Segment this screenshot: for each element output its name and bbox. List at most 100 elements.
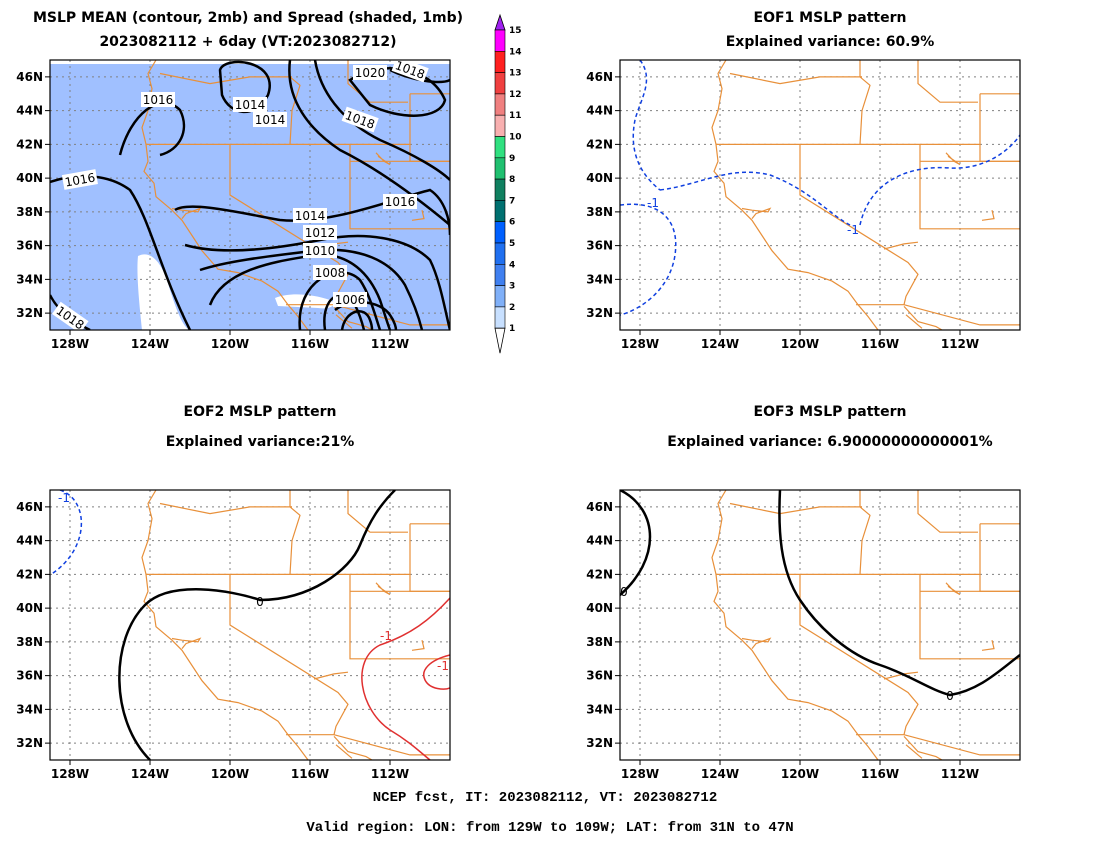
colorbar-segment xyxy=(494,306,506,329)
map-frame-eof3 xyxy=(619,489,1021,761)
state-border-eof2 xyxy=(411,640,425,651)
lon-tick-label-eof2: 128W xyxy=(51,767,89,781)
colorbar-segment xyxy=(494,242,506,265)
contour-label-1016: 1016 xyxy=(383,194,417,209)
lon-tick-label-eof3: 116W xyxy=(861,767,899,781)
eof3-contour-zero xyxy=(620,490,652,596)
colorbar-segment xyxy=(494,136,506,159)
state-border-eof1 xyxy=(859,60,871,145)
state-border-eof1 xyxy=(917,60,978,103)
lat-tick-label-eof1: 34N xyxy=(586,272,613,286)
lat-tick-label-mean: 42N xyxy=(16,137,43,151)
lat-tick-label-eof1: 42N xyxy=(586,137,613,151)
state-border-eof2 xyxy=(313,671,349,680)
contour-label-1016: 1016 xyxy=(61,169,98,190)
contour-label-bg xyxy=(52,301,89,330)
colorbar-label: 2 xyxy=(509,303,515,313)
state-border-eof2 xyxy=(289,490,301,575)
lat-tick-label-eof3: 40N xyxy=(586,601,613,615)
lat-tick-label-eof1: 40N xyxy=(586,171,613,185)
sf-bay-eof1 xyxy=(741,207,772,219)
gulf-coast-eof1 xyxy=(905,314,923,329)
contour-label-bg xyxy=(383,194,417,209)
lat-tick-label-eof3: 34N xyxy=(586,702,613,716)
contour-label-text: 1016 xyxy=(64,170,97,189)
contour-label-text: 1006 xyxy=(335,293,366,307)
lon-tick-label-mean: 128W xyxy=(51,337,89,351)
coastline-eof3 xyxy=(711,490,879,760)
contour-label-bg xyxy=(341,106,379,133)
contour-label-bg xyxy=(303,225,337,240)
sf-bay-eof2 xyxy=(171,637,202,649)
map-frame-eof1 xyxy=(619,59,1021,331)
eof1-label: -1 xyxy=(647,196,659,210)
isobar xyxy=(118,101,186,157)
contour-label-bg xyxy=(391,60,429,83)
colorbar: 15 14 13 12 11 10 9 8 7 6 5 4 3 2 1 xyxy=(494,13,522,354)
lon-tick-label-mean: 120W xyxy=(211,337,249,351)
colorbar-label: 14 xyxy=(509,47,522,57)
lon-tick-label-mean: 112W xyxy=(371,337,409,351)
lon-tick-label-mean: 116W xyxy=(291,337,329,351)
panel-mean-title: MSLP MEAN (contour, 2mb) and Spread (sha… xyxy=(33,10,463,26)
lon-tick-label-eof1: 112W xyxy=(941,337,979,351)
map-area-eof2: -1 0 -1 -1 xyxy=(50,490,450,760)
lat-tick-label-eof3: 44N xyxy=(586,534,613,548)
isobar xyxy=(313,60,450,181)
map-panel-eof2: -1 0 -1 -1 46N 44N 42N 40N 38N 36N 34N 32N 128W 124W 1… xyxy=(16,489,451,781)
contour-label-1008: 1008 xyxy=(313,265,347,280)
panel-eof3-subtitle: Explained variance: 6.90000000000001% xyxy=(667,434,993,450)
lat-tick-label-eof3: 32N xyxy=(586,736,613,750)
colorbar-segment xyxy=(494,114,506,137)
lon-tick-label-mean: 124W xyxy=(131,337,169,351)
lat-tick-label-eof2: 44N xyxy=(16,534,43,548)
lat-tick-label-eof1: 44N xyxy=(586,104,613,118)
sonora-coast-eof3 xyxy=(903,735,943,760)
state-border-mean xyxy=(411,210,425,221)
state-border-eof3 xyxy=(729,502,862,515)
lon-tick-label-eof2: 124W xyxy=(131,767,169,781)
lon-tick-label-eof3: 124W xyxy=(701,767,739,781)
colorbar-label: 7 xyxy=(509,196,515,206)
lat-tick-label-eof2: 40N xyxy=(16,601,43,615)
colorbar-label: 10 xyxy=(509,133,522,143)
eof1-contour-neg xyxy=(659,171,851,226)
lat-tick-label-eof2: 32N xyxy=(16,736,43,750)
lat-tick-label-eof2: 34N xyxy=(16,702,43,716)
footer-line-2: Valid region: LON: from 129W to 109W; LA… xyxy=(306,820,794,836)
contour-label-text: 1010 xyxy=(305,244,336,258)
eof3-contour-zero xyxy=(778,490,1020,697)
lon-tick-label-eof3: 120W xyxy=(781,767,819,781)
colorbar-segment xyxy=(494,200,506,222)
contour-label-bg xyxy=(61,169,98,190)
colorbar-label: 4 xyxy=(509,260,515,270)
contour-label-text: 1020 xyxy=(355,66,386,80)
colorbar-segment xyxy=(494,50,506,73)
sf-bay-mean xyxy=(171,207,202,219)
lat-tick-label-eof2: 42N xyxy=(16,567,43,581)
map-panel-eof1: -1 -1 46N 44N 42N 40N 38N 36N 34N 32N 128W 124W 120W… xyxy=(586,59,1021,351)
panel-eof2-subtitle: Explained variance:21% xyxy=(165,434,355,450)
lon-tick-label-eof1: 120W xyxy=(781,337,819,351)
state-border-eof3 xyxy=(799,574,919,735)
contour-label-1014: 1014 xyxy=(293,208,327,223)
contour-label-bg xyxy=(253,112,287,127)
lon-tick-label-eof2: 116W xyxy=(291,767,329,781)
sonora-coast-eof2 xyxy=(333,735,373,760)
eof2-label: -1 xyxy=(437,659,449,673)
colorbar-label: 12 xyxy=(509,90,522,100)
colorbar-top-triangle xyxy=(494,13,506,31)
isobar xyxy=(218,60,271,114)
lon-tick-label-eof1: 128W xyxy=(621,337,659,351)
eof2-label: -1 xyxy=(380,629,392,643)
contour-label-1014: 1014 xyxy=(253,112,287,127)
lat-tick-label-eof3: 46N xyxy=(586,500,613,514)
contour-label-text: 1016 xyxy=(143,93,174,107)
lon-tick-label-eof2: 120W xyxy=(211,767,249,781)
state-border-eof3 xyxy=(919,574,1020,660)
panel-eof1-title: EOF1 MSLP pattern xyxy=(753,10,907,26)
colorbar-segment xyxy=(494,93,506,116)
state-border-eof3 xyxy=(859,490,871,575)
contour-label-1014: 1014 xyxy=(233,97,267,112)
